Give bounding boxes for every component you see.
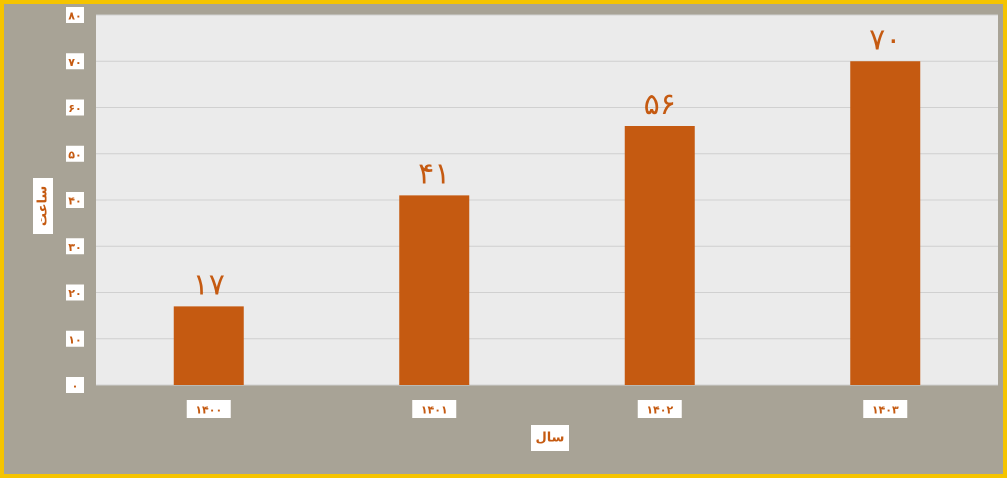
data-labels: ۱۷ ۴۱ ۵۶ ۷۰: [193, 22, 902, 302]
data-label: ۱۷: [193, 267, 225, 302]
bars: [173, 61, 921, 385]
y-tick-box: [66, 377, 84, 393]
bar: [850, 61, 921, 385]
x-tick-label: ۱۴۰۰: [195, 404, 222, 417]
x-tick-box: [412, 400, 457, 418]
bar: [624, 126, 695, 385]
x-tick-label: ۱۴۰۱: [421, 404, 448, 417]
data-label: ۴۱: [418, 156, 450, 191]
x-tick-box: [863, 400, 908, 418]
x-tick-box: [186, 400, 231, 418]
y-tick-box: [66, 99, 84, 116]
y-tick-box: [66, 284, 84, 301]
data-label: ۷۰: [869, 22, 901, 57]
x-tick-label: ۱۴۰۲: [646, 404, 673, 417]
x-tick: ۱۴۰۳: [863, 400, 908, 418]
y-tick-label: ۲۰: [68, 287, 81, 300]
y-axis-title-box: [33, 178, 53, 234]
y-axis-title-text: ساعت: [36, 186, 51, 226]
y-tick-label: ۱۰: [68, 333, 81, 346]
y-tick-box: [66, 53, 84, 70]
x-tick: ۱۴۰۱: [412, 400, 457, 418]
y-tick-label: ۴۰: [68, 195, 81, 208]
y-tick: ۵۰: [66, 145, 84, 162]
x-axis-title-text: سال: [536, 431, 565, 446]
y-tick-box: [66, 7, 84, 23]
y-tick: ۷۰: [66, 53, 84, 70]
y-tick: ۲۰: [66, 284, 84, 301]
x-tick: ۱۴۰۲: [637, 400, 682, 418]
data-label: ۵۶: [644, 87, 676, 122]
y-tick: ۱۰: [66, 330, 84, 347]
bar: [399, 195, 470, 385]
y-tick-label: ۷۰: [68, 56, 81, 69]
gridlines: [96, 14, 998, 386]
y-tick-label: ۵۰: [68, 148, 81, 161]
y-tick-label: ۶۰: [68, 102, 81, 115]
x-tick-label: ۱۴۰۳: [872, 404, 899, 417]
y-tick-label: ۳۰: [68, 241, 81, 254]
y-axis-ticks: ۰ ۱۰ ۲۰ ۳۰ ۴۰ ۵۰ ۶۰ ۷۰ ۸۰: [66, 7, 84, 393]
y-axis-title: ساعت: [33, 178, 53, 234]
y-tick-box: [66, 238, 84, 255]
x-tick-box: [637, 400, 682, 418]
y-tick: ۶۰: [66, 99, 84, 116]
bar: [173, 306, 244, 385]
y-tick-label: ۸۰: [68, 10, 81, 23]
x-tick: ۱۴۰۰: [186, 400, 231, 418]
y-tick-label: ۰: [72, 380, 79, 393]
y-tick: ۰: [66, 377, 84, 393]
y-tick: ۴۰: [66, 192, 84, 208]
x-axis-title-box: [531, 425, 569, 451]
y-tick: ۳۰: [66, 238, 84, 255]
y-tick-box: [66, 192, 84, 208]
y-tick-box: [66, 330, 84, 347]
y-tick: ۸۰: [66, 7, 84, 23]
x-axis-title: سال: [531, 425, 569, 451]
y-tick-box: [66, 145, 84, 162]
x-axis-ticks: ۱۴۰۰ ۱۴۰۱ ۱۴۰۲ ۱۴۰۳: [186, 400, 908, 418]
